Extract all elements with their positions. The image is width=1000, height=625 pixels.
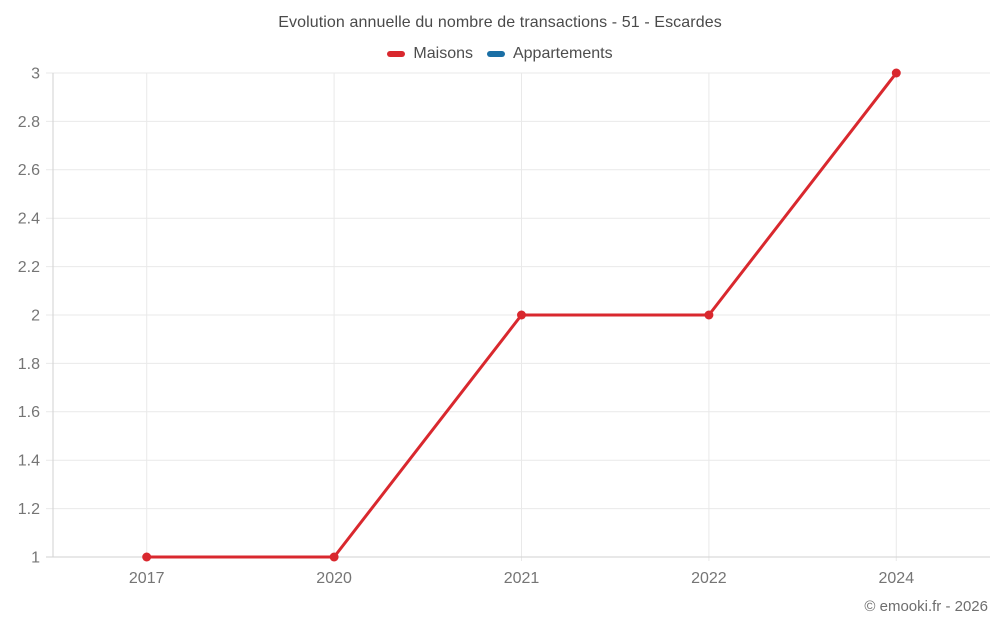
maisons-legend-swatch-icon	[387, 51, 406, 57]
y-axis-tick-label: 3	[31, 65, 40, 82]
data-point-maisons-2021[interactable]	[517, 310, 526, 320]
data-point-maisons-2017[interactable]	[142, 552, 152, 562]
data-point-maisons-2024[interactable]	[891, 68, 901, 78]
x-axis-tick-label: 2024	[879, 570, 915, 587]
y-axis-tick-label: 1.2	[18, 501, 40, 518]
copyright-footer: © emooki.fr - 2026	[864, 598, 988, 615]
y-axis-tick-label: 1.8	[18, 356, 40, 373]
x-axis-tick-label: 2017	[129, 570, 165, 587]
appartements-legend-swatch-icon	[486, 51, 505, 57]
x-axis-tick-label: 2020	[316, 570, 352, 587]
y-axis-tick-label: 1.6	[18, 404, 40, 421]
y-axis-tick-label: 2.2	[18, 259, 40, 276]
x-axis-tick-label: 2022	[691, 570, 727, 587]
legend-item-appartements[interactable]: Appartements	[486, 45, 613, 63]
y-axis-tick-label: 1.4	[18, 453, 40, 470]
data-point-maisons-2020[interactable]	[329, 552, 339, 562]
y-axis-tick-label: 2.6	[18, 162, 40, 179]
chart-title: Evolution annuelle du nombre de transact…	[278, 14, 722, 31]
data-point-maisons-2022[interactable]	[704, 310, 714, 320]
y-axis-tick-label: 2.8	[18, 114, 40, 131]
chart-legend: Maisons Appartements	[0, 45, 1000, 63]
y-axis-tick-label: 2	[31, 307, 40, 324]
legend-item-maisons[interactable]: Maisons	[387, 45, 473, 63]
x-axis-tick-label: 2021	[504, 570, 540, 587]
y-axis-tick-label: 1	[31, 549, 40, 566]
y-axis-tick-label: 2.4	[18, 211, 40, 228]
legend-label-maisons: Maisons	[413, 45, 473, 62]
legend-label-appartements: Appartements	[512, 45, 613, 62]
